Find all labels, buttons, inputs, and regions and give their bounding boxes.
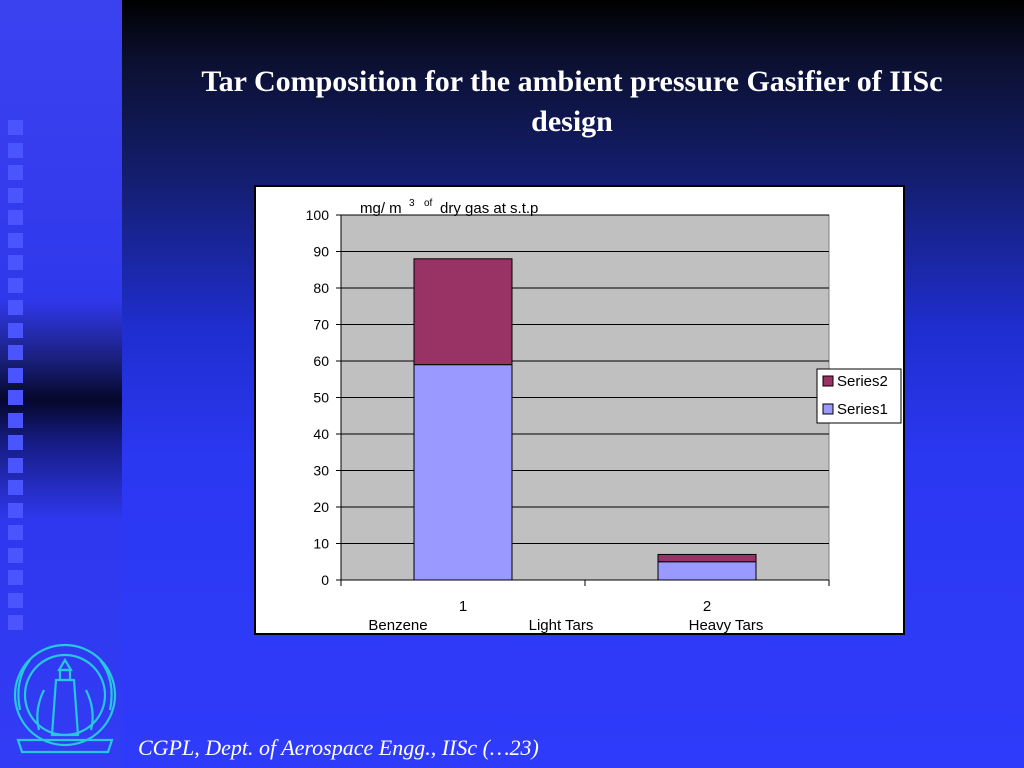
decorative-square bbox=[8, 592, 23, 608]
decorative-square bbox=[8, 457, 23, 473]
decorative-square bbox=[8, 277, 23, 293]
decorative-square bbox=[8, 210, 23, 225]
decorative-square bbox=[8, 255, 23, 270]
decorative-square bbox=[8, 412, 23, 428]
legend-swatch-series1 bbox=[822, 403, 834, 415]
decorative-square bbox=[8, 547, 23, 563]
unit-label-superscript: of bbox=[424, 198, 433, 209]
y-tick-label: 10 bbox=[313, 536, 329, 552]
decorative-square bbox=[8, 390, 23, 405]
decorative-square bbox=[8, 525, 23, 540]
category-name-label: Benzene bbox=[368, 617, 427, 633]
decorative-square bbox=[8, 187, 23, 203]
y-tick-label: 50 bbox=[313, 390, 329, 406]
decorative-square bbox=[8, 502, 23, 518]
chart-container: 0 10 20 30 40 50 60 70 80 90 100 1 2 Benzene Light Tar… bbox=[254, 185, 905, 635]
y-tick-label: 70 bbox=[313, 317, 329, 333]
y-tick-label: 20 bbox=[313, 499, 329, 515]
decorative-square bbox=[8, 142, 23, 158]
bar-series2-1 bbox=[413, 258, 513, 366]
y-tick-label: 60 bbox=[313, 353, 329, 369]
unit-label-prefix: mg/ m bbox=[360, 200, 402, 217]
x-tick-label: 2 bbox=[703, 598, 711, 615]
slide-title: Tar Composition for the ambient pressure… bbox=[201, 65, 943, 139]
y-tick-label: 0 bbox=[321, 572, 329, 588]
decorative-square bbox=[8, 165, 23, 180]
x-tick-label: 1 bbox=[459, 598, 467, 615]
footer-text: CGPL, Dept. of Aerospace Engg., IISc (…2… bbox=[138, 735, 539, 760]
chart-svg: 0 10 20 30 40 50 60 70 80 90 100 1 2 Benzene Light Tar… bbox=[306, 198, 902, 633]
y-tick-label: 100 bbox=[306, 207, 330, 223]
bar-series1-1 bbox=[413, 364, 513, 581]
iisc-logo-icon bbox=[13, 643, 117, 754]
unit-label-suffix: dry gas at s.t.p bbox=[440, 200, 538, 217]
legend-label-series1: Series1 bbox=[837, 401, 888, 418]
legend-label-series2: Series2 bbox=[837, 373, 888, 390]
bar-series2-2 bbox=[657, 553, 757, 563]
y-tick-label: 40 bbox=[313, 426, 329, 442]
category-name-label: Heavy Tars bbox=[689, 617, 764, 633]
decorative-square bbox=[8, 615, 23, 630]
decorative-square bbox=[8, 367, 23, 383]
decorative-square bbox=[8, 232, 23, 248]
unit-label-superscript: 3 bbox=[409, 198, 415, 209]
left-decorative-strip bbox=[0, 0, 122, 768]
decorative-square bbox=[8, 480, 23, 495]
decorative-square bbox=[8, 570, 23, 585]
bar-series1-2 bbox=[657, 561, 757, 581]
y-tick-label: 90 bbox=[313, 244, 329, 260]
decorative-square bbox=[8, 435, 23, 450]
y-tick-label: 30 bbox=[313, 463, 329, 479]
decorative-square bbox=[8, 300, 23, 315]
decorative-square bbox=[8, 345, 23, 360]
category-name-label: Light Tars bbox=[529, 617, 594, 633]
decorative-square bbox=[8, 322, 23, 338]
legend-swatch-series2 bbox=[822, 375, 834, 387]
decorative-square bbox=[8, 120, 23, 135]
y-tick-label: 80 bbox=[313, 280, 329, 296]
